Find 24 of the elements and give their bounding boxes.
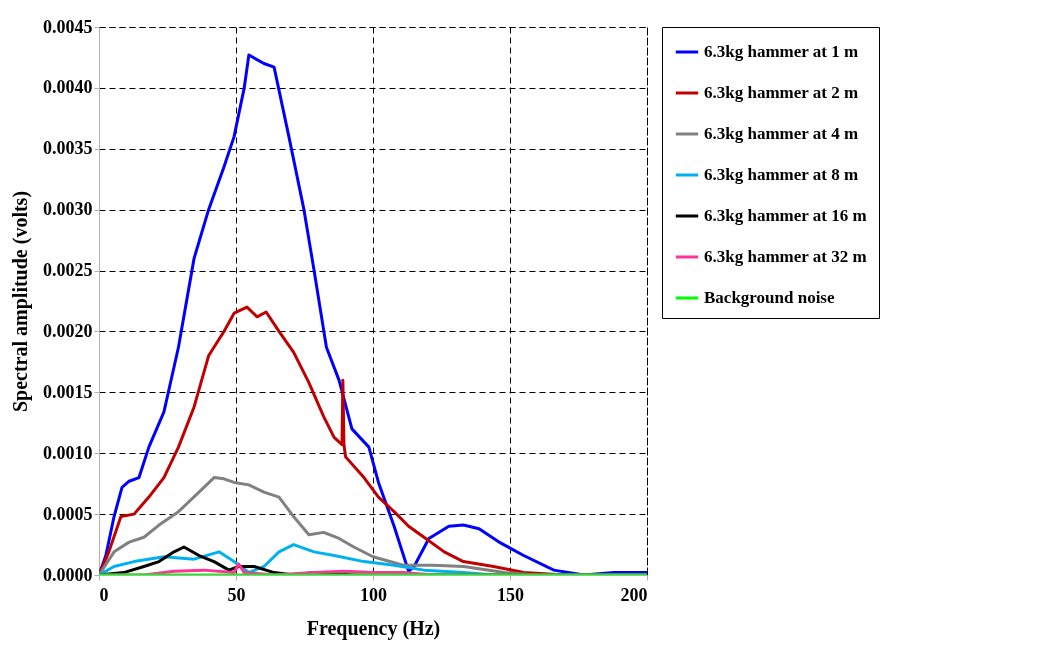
x-tick-label: 100 xyxy=(360,584,387,605)
y-tick-label: 0.0010 xyxy=(43,442,93,463)
legend-label: Background noise xyxy=(704,288,835,307)
legend-label: 6.3kg hammer at 8 m xyxy=(704,165,859,184)
legend-label: 6.3kg hammer at 16 m xyxy=(704,206,867,225)
legend-label: 6.3kg hammer at 32 m xyxy=(704,247,867,266)
legend-label: 6.3kg hammer at 1 m xyxy=(704,42,859,61)
x-tick-label: 200 xyxy=(620,584,648,605)
y-tick-label: 0.0045 xyxy=(43,16,93,37)
legend-label: 6.3kg hammer at 4 m xyxy=(704,124,859,143)
y-tick-label: 0.0035 xyxy=(43,138,93,159)
y-tick-label: 0.0000 xyxy=(43,564,93,585)
x-tick-label: 150 xyxy=(497,584,524,605)
y-axis-title: Spectral amplitude (volts) xyxy=(9,190,32,413)
x-tick-label: 50 xyxy=(227,584,246,605)
y-tick-label: 0.0030 xyxy=(43,199,93,220)
y-tick-label: 0.0005 xyxy=(43,503,93,524)
x-axis-title: Frequency (Hz) xyxy=(306,616,441,640)
legend-label: 6.3kg hammer at 2 m xyxy=(704,83,859,102)
y-tick-label: 0.0015 xyxy=(43,381,93,402)
y-tick-label: 0.0025 xyxy=(43,260,93,281)
y-tick-label: 0.0020 xyxy=(43,320,93,341)
x-tick-label: 0 xyxy=(99,584,109,605)
y-tick-label: 0.0040 xyxy=(43,77,93,98)
